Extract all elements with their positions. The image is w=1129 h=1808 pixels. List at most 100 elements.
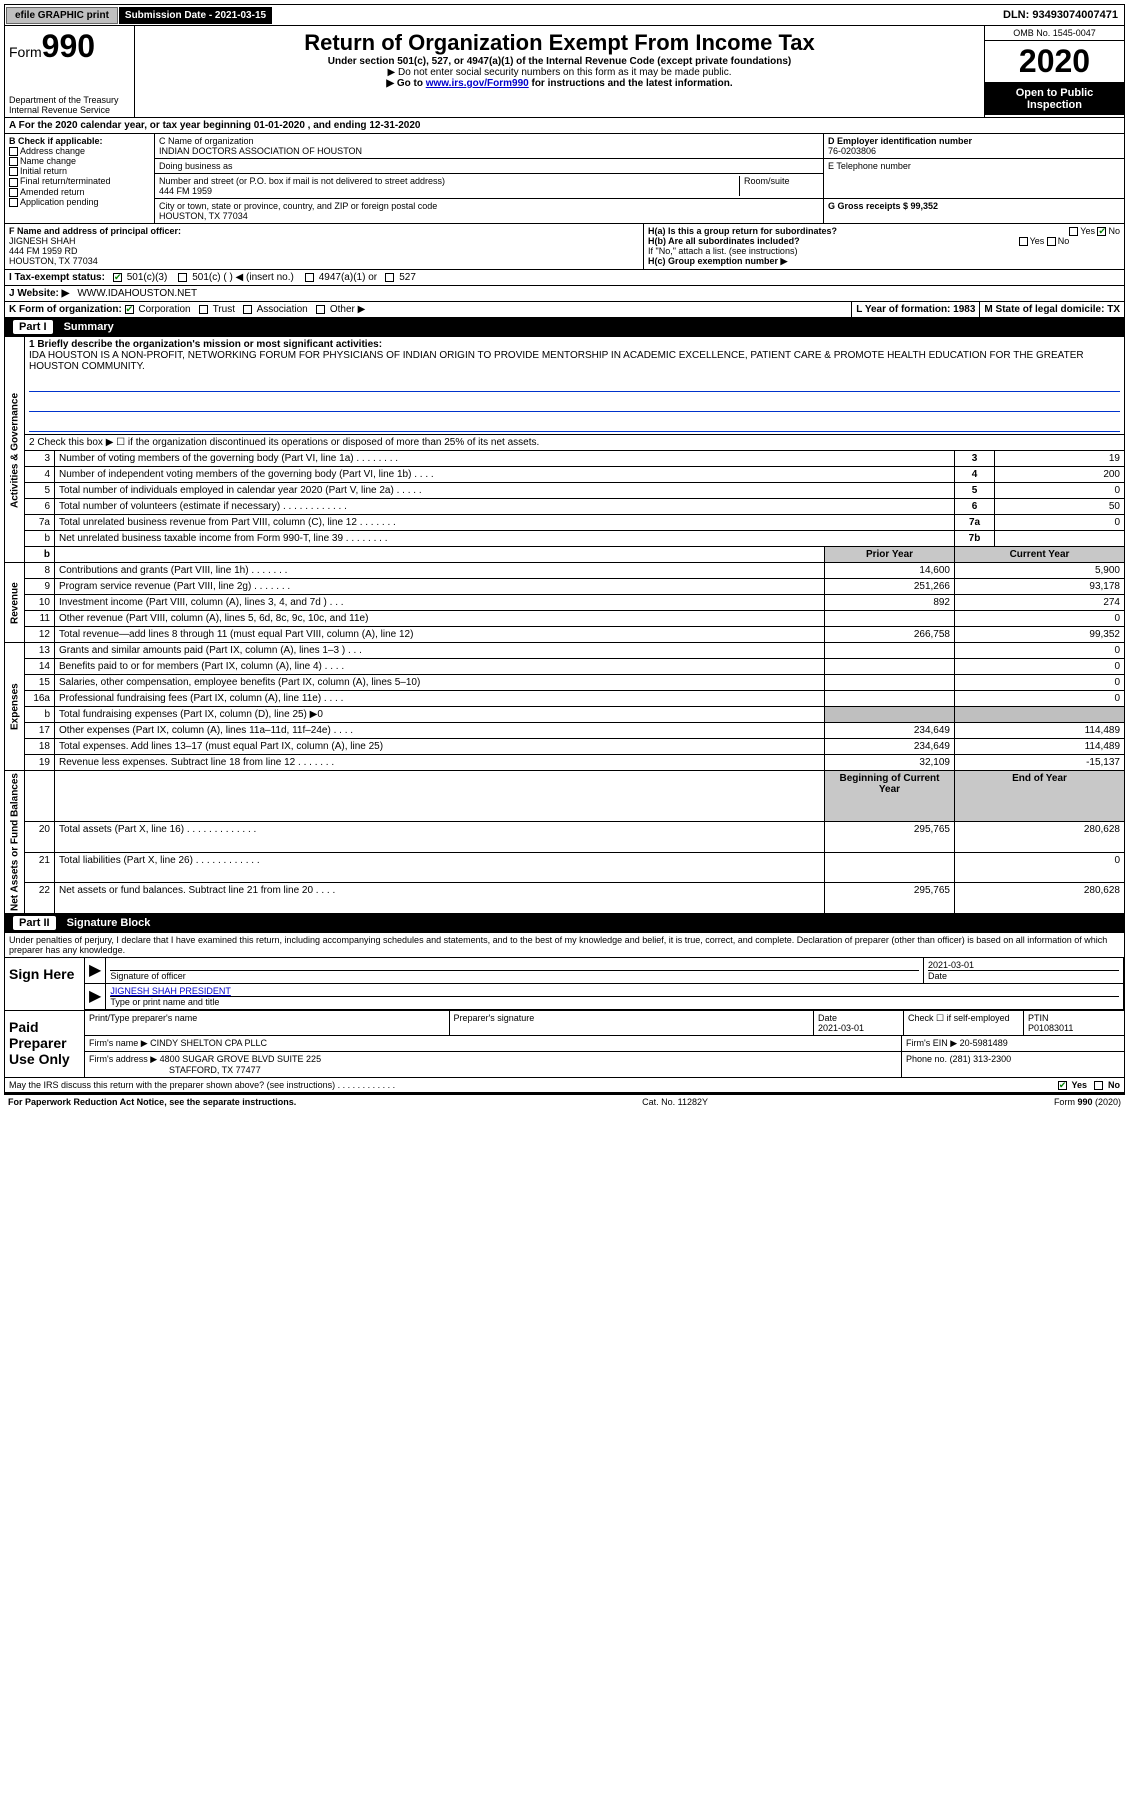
rev11-txt: Other revenue (Part VIII, column (A), li… bbox=[55, 611, 825, 627]
hb-yes-cb[interactable] bbox=[1019, 237, 1028, 246]
form-number-block: Form990 bbox=[9, 28, 130, 65]
form-number: 990 bbox=[42, 28, 95, 64]
prep-date-cell: Date 2021-03-01 bbox=[814, 1011, 904, 1035]
f-addr1: 444 FM 1959 RD bbox=[9, 246, 639, 256]
header-right: OMB No. 1545-0047 2020 Open to Public In… bbox=[984, 26, 1124, 117]
officer-name-cell: JIGNESH SHAH PRESIDENT Type or print nam… bbox=[106, 984, 1124, 1009]
cb-corp[interactable] bbox=[125, 305, 134, 314]
dba-label: Doing business as bbox=[159, 161, 819, 171]
top-bar: efile GRAPHIC print Submission Date - 20… bbox=[4, 4, 1125, 26]
sig-officer-cell: Signature of officer bbox=[106, 958, 924, 983]
gov6-txt: Total number of volunteers (estimate if … bbox=[55, 499, 955, 515]
opt-4947: 4947(a)(1) or bbox=[319, 272, 377, 283]
cb-527[interactable] bbox=[385, 273, 394, 282]
exp16a-prior bbox=[825, 691, 955, 707]
hb-note: If "No," attach a list. (see instruction… bbox=[648, 246, 1120, 256]
footer-right: Form 990 (2020) bbox=[1054, 1097, 1121, 1107]
main-title: Return of Organization Exempt From Incom… bbox=[139, 30, 980, 56]
row-a-period: A For the 2020 calendar year, or tax yea… bbox=[4, 118, 1125, 134]
cb-assoc[interactable] bbox=[243, 305, 252, 314]
cb-name[interactable]: Name change bbox=[9, 156, 150, 166]
gov7a-cur: 0 bbox=[995, 515, 1125, 531]
exp-row-15: 15Salaries, other compensation, employee… bbox=[5, 675, 1125, 691]
cb-trust[interactable] bbox=[199, 305, 208, 314]
discuss-yes-cb[interactable] bbox=[1058, 1081, 1067, 1090]
exp13-cur: 0 bbox=[955, 643, 1125, 659]
note-ssn: ▶ Do not enter social security numbers o… bbox=[139, 67, 980, 78]
rev8-n: 8 bbox=[25, 563, 55, 579]
cb-address[interactable]: Address change bbox=[9, 146, 150, 156]
exp18-n: 18 bbox=[25, 739, 55, 755]
hdr-prior: Prior Year bbox=[825, 547, 955, 563]
gov-row-7b: bNet unrelated business taxable income f… bbox=[5, 531, 1125, 547]
exp18-prior: 234,649 bbox=[825, 739, 955, 755]
cb-other[interactable] bbox=[316, 305, 325, 314]
net-row-21: 21Total liabilities (Part X, line 26) . … bbox=[5, 852, 1125, 883]
prep-sig-cell: Preparer's signature bbox=[450, 1011, 815, 1035]
ha-no: No bbox=[1108, 226, 1120, 236]
rev12-n: 12 bbox=[25, 627, 55, 643]
exp-row-14: 14Benefits paid to or for members (Part … bbox=[5, 659, 1125, 675]
rev12-txt: Total revenue—add lines 8 through 11 (mu… bbox=[55, 627, 825, 643]
mission-text: IDA HOUSTON IS A NON-PROFIT, NETWORKING … bbox=[29, 350, 1120, 372]
rev8-txt: Contributions and grants (Part VIII, lin… bbox=[55, 563, 825, 579]
gov7a-box: 7a bbox=[955, 515, 995, 531]
firm-addr2: STAFFORD, TX 77477 bbox=[169, 1065, 897, 1075]
exp14-prior bbox=[825, 659, 955, 675]
ha-yes-cb[interactable] bbox=[1069, 227, 1078, 236]
note2-pre: ▶ Go to bbox=[386, 78, 425, 89]
cb-initial[interactable]: Initial return bbox=[9, 166, 150, 176]
side-exp: Expenses bbox=[5, 643, 25, 771]
hb-no-cb[interactable] bbox=[1047, 237, 1056, 246]
exp-row-19: 19Revenue less expenses. Subtract line 1… bbox=[5, 755, 1125, 771]
cb-501c[interactable] bbox=[178, 273, 187, 282]
discuss-yes: Yes bbox=[1071, 1080, 1087, 1090]
cb-4947[interactable] bbox=[305, 273, 314, 282]
gov6-cur: 50 bbox=[995, 499, 1125, 515]
m-state: M State of legal domicile: TX bbox=[979, 302, 1124, 317]
irs-link[interactable]: www.irs.gov/Form990 bbox=[426, 78, 529, 89]
hb-no: No bbox=[1058, 236, 1070, 246]
cb-initial-label: Initial return bbox=[20, 166, 67, 176]
cb-pending[interactable]: Application pending bbox=[9, 197, 150, 207]
mission-line2 bbox=[29, 398, 1120, 412]
side-net: Net Assets or Fund Balances bbox=[5, 771, 25, 914]
net22-cur: 280,628 bbox=[955, 883, 1125, 914]
city-val: HOUSTON, TX 77034 bbox=[159, 211, 819, 221]
cb-final[interactable]: Final return/terminated bbox=[9, 176, 150, 186]
gov-row-4: 4Number of independent voting members of… bbox=[5, 467, 1125, 483]
exp19-prior: 32,109 bbox=[825, 755, 955, 771]
note-link: ▶ Go to www.irs.gov/Form990 for instruct… bbox=[139, 78, 980, 89]
tax-year: 2020 bbox=[985, 41, 1124, 83]
exp13-txt: Grants and similar amounts paid (Part IX… bbox=[55, 643, 825, 659]
rev-row-10: 10Investment income (Part VIII, column (… bbox=[5, 595, 1125, 611]
hdr-end: End of Year bbox=[955, 771, 1125, 822]
prep-date-val: 2021-03-01 bbox=[818, 1023, 899, 1033]
efile-button[interactable]: efile GRAPHIC print bbox=[6, 7, 118, 24]
discuss-no-cb[interactable] bbox=[1094, 1081, 1103, 1090]
cb-name-label: Name change bbox=[20, 156, 76, 166]
part2-title: Signature Block bbox=[67, 917, 151, 929]
note2-post: for instructions and the latest informat… bbox=[529, 78, 733, 89]
q1-label: 1 Briefly describe the organization's mi… bbox=[29, 339, 1120, 350]
exp18-cur: 114,489 bbox=[955, 739, 1125, 755]
part1-tag: Part I bbox=[13, 320, 53, 334]
paid-prep-grid: Paid Preparer Use Only Print/Type prepar… bbox=[5, 1010, 1124, 1077]
exp14-n: 14 bbox=[25, 659, 55, 675]
declare-text: Under penalties of perjury, I declare th… bbox=[5, 933, 1124, 957]
firm-name-cell: Firm's name ▶ CINDY SHELTON CPA PLLC bbox=[85, 1036, 902, 1051]
gov-row-5: 5Total number of individuals employed in… bbox=[5, 483, 1125, 499]
exp16a-txt: Professional fundraising fees (Part IX, … bbox=[55, 691, 825, 707]
rev10-prior: 892 bbox=[825, 595, 955, 611]
part2-header: Part II Signature Block bbox=[4, 914, 1125, 932]
ha-no-cb[interactable] bbox=[1097, 227, 1106, 236]
footer-mid: Cat. No. 11282Y bbox=[642, 1097, 708, 1107]
col-c: C Name of organization INDIAN DOCTORS AS… bbox=[155, 134, 824, 223]
gov7b-n: b bbox=[25, 531, 55, 547]
rev12-prior: 266,758 bbox=[825, 627, 955, 643]
exp16b-prior bbox=[825, 707, 955, 723]
rev-row-9: 9Program service revenue (Part VIII, lin… bbox=[5, 579, 1125, 595]
firm-ein-lbl: Firm's EIN ▶ bbox=[906, 1038, 957, 1048]
cb-501c3[interactable] bbox=[113, 273, 122, 282]
cb-amended[interactable]: Amended return bbox=[9, 187, 150, 197]
